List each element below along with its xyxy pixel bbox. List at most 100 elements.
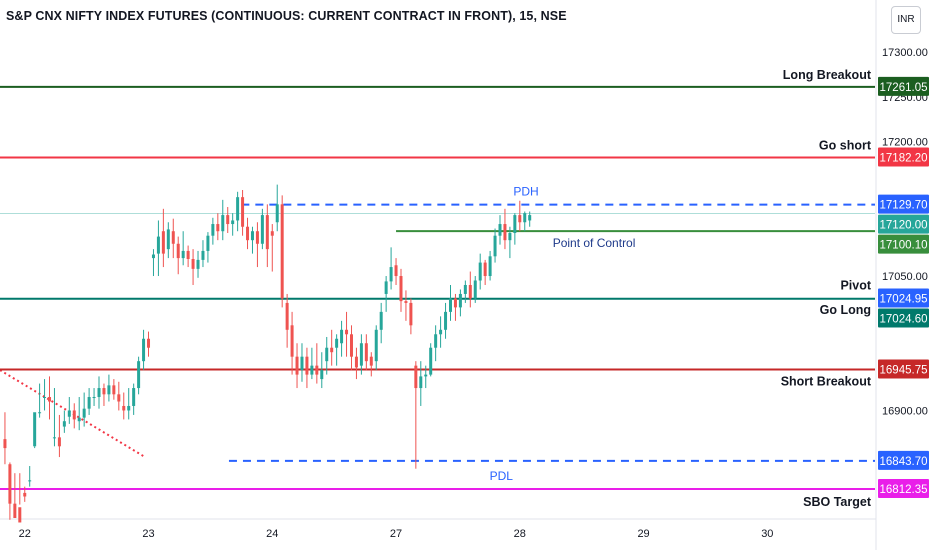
candle-body: [473, 280, 477, 299]
candle-body: [315, 365, 319, 375]
candle-body: [419, 376, 423, 389]
price-tag: [878, 147, 929, 167]
y-tick-label: 17050.00: [882, 271, 928, 283]
level-label: Point of Control: [553, 236, 636, 250]
candle-body: [463, 284, 467, 294]
candle-body: [429, 347, 433, 375]
candle-body: [57, 437, 61, 447]
candle-body: [513, 215, 517, 234]
candle-body: [171, 231, 175, 244]
candle-body: [52, 437, 56, 439]
candle-body: [176, 243, 180, 259]
candle-body: [488, 256, 492, 277]
chart-title: S&P CNX NIFTY INDEX FUTURES (CONTINUOUS:…: [6, 9, 567, 23]
candle-body: [434, 334, 438, 348]
candle-body: [320, 370, 324, 380]
candle-body: [290, 325, 294, 357]
trendline: [0, 369, 145, 458]
candle-body: [87, 397, 91, 409]
candle-body: [345, 329, 349, 335]
candle-body: [102, 388, 106, 395]
level-label: PDL: [490, 469, 514, 483]
candle-body: [414, 365, 418, 389]
price-tag-label: 16945.75: [880, 364, 928, 376]
price-tag: [878, 450, 929, 470]
candle-body: [181, 250, 185, 259]
candle-body: [13, 503, 17, 518]
x-tick-label: 24: [266, 528, 278, 540]
candle-body: [191, 259, 195, 269]
candle-body: [23, 492, 27, 497]
candle-body: [206, 235, 210, 251]
candle-body: [127, 405, 131, 411]
x-tick-label: 29: [637, 528, 649, 540]
candle-body: [468, 284, 472, 299]
candle-body: [300, 356, 304, 371]
candle-body: [349, 334, 353, 357]
candle-body: [508, 233, 512, 241]
level-label: Long Breakout: [783, 68, 872, 82]
price-tag: [878, 234, 929, 254]
candle-body: [186, 250, 190, 259]
candle-body: [498, 224, 502, 236]
price-tag: [878, 479, 929, 499]
candle-body: [404, 301, 408, 303]
candle-body: [444, 311, 448, 330]
y-tick-label: 17300.00: [882, 47, 928, 59]
candle-body: [394, 265, 398, 277]
candle-body: [453, 298, 457, 308]
candle-body: [275, 204, 279, 223]
candle-body: [325, 347, 329, 362]
candle-body: [379, 311, 383, 330]
level-label: PDH: [513, 185, 538, 199]
candle-body: [493, 235, 497, 257]
candle-body: [340, 329, 344, 344]
candle-body: [439, 329, 443, 335]
candle-body: [142, 338, 146, 362]
candle-body: [82, 408, 86, 418]
candle-body: [137, 361, 141, 389]
candle-body: [260, 215, 264, 244]
price-tag-label: 16812.35: [880, 484, 928, 496]
x-tick-label: 27: [390, 528, 402, 540]
candle-body: [369, 356, 373, 366]
candle-body: [92, 397, 96, 399]
candle-body: [38, 412, 42, 414]
candle-body: [246, 226, 250, 241]
price-tag-label: 16843.70: [880, 456, 928, 468]
candle-body: [28, 480, 32, 482]
candle-body: [330, 347, 334, 353]
candle-body: [62, 421, 66, 427]
candle-body: [117, 394, 121, 402]
candle-body: [77, 417, 81, 422]
candle-body: [523, 213, 527, 223]
candle-body: [305, 356, 309, 375]
candle-body: [33, 412, 37, 447]
candle-body: [528, 215, 532, 221]
candle-body: [166, 229, 170, 250]
level-label: Go short: [819, 139, 872, 153]
candle-body: [250, 231, 254, 241]
level-label: Go Long: [820, 303, 871, 317]
candle-body: [280, 204, 284, 299]
candle-body: [18, 507, 22, 523]
candle-body: [295, 356, 299, 375]
candle-body: [226, 215, 230, 225]
candle-body: [374, 329, 378, 362]
candle-body: [518, 215, 522, 223]
candle-body: [151, 254, 155, 259]
candle-body: [147, 338, 151, 348]
x-tick-label: 30: [761, 528, 773, 540]
candle-body: [48, 397, 52, 402]
level-label: Pivot: [840, 278, 871, 292]
candle-body: [72, 410, 76, 420]
price-tag-label: 17100.10: [880, 240, 928, 252]
y-tick-label: 16900.00: [882, 405, 928, 417]
candle-body: [43, 397, 47, 399]
candle-body: [255, 231, 259, 244]
candle-body: [364, 343, 368, 362]
currency-button[interactable]: INR: [891, 6, 921, 34]
candle-body: [122, 405, 126, 411]
price-tag-label: 17182.20: [880, 153, 928, 165]
